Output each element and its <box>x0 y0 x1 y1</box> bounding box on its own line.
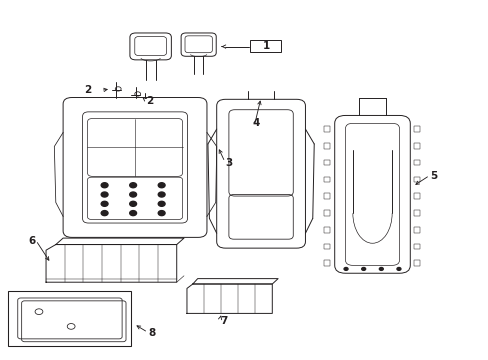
Circle shape <box>129 201 136 206</box>
Bar <box>324 160 329 166</box>
Bar <box>413 193 419 199</box>
Text: 5: 5 <box>429 171 436 181</box>
Text: 4: 4 <box>252 118 260 128</box>
Circle shape <box>158 183 165 188</box>
Bar <box>413 143 419 149</box>
Bar <box>324 227 329 233</box>
Bar <box>413 160 419 166</box>
Text: 2: 2 <box>146 96 153 106</box>
Text: 2: 2 <box>84 85 91 95</box>
Bar <box>324 143 329 149</box>
Text: 6: 6 <box>28 236 36 246</box>
Bar <box>324 176 329 182</box>
Bar <box>324 193 329 199</box>
Bar <box>324 210 329 216</box>
Text: 3: 3 <box>224 158 232 168</box>
Circle shape <box>101 192 108 197</box>
Bar <box>413 176 419 182</box>
Text: 1: 1 <box>262 41 269 50</box>
Bar <box>324 126 329 132</box>
Circle shape <box>158 192 165 197</box>
Bar <box>250 40 280 52</box>
Circle shape <box>344 267 347 270</box>
Bar <box>413 210 419 216</box>
Circle shape <box>158 201 165 206</box>
Circle shape <box>158 211 165 216</box>
Bar <box>8 291 131 346</box>
Bar <box>413 260 419 266</box>
Bar <box>413 126 419 132</box>
Circle shape <box>361 267 365 270</box>
Bar <box>324 260 329 266</box>
Circle shape <box>129 192 136 197</box>
Circle shape <box>379 267 383 270</box>
Circle shape <box>129 211 136 216</box>
Circle shape <box>101 183 108 188</box>
Circle shape <box>101 201 108 206</box>
Circle shape <box>129 183 136 188</box>
Text: 7: 7 <box>220 316 227 325</box>
Circle shape <box>396 267 400 270</box>
Bar <box>413 227 419 233</box>
Text: 8: 8 <box>148 328 155 338</box>
Circle shape <box>101 211 108 216</box>
Bar <box>413 244 419 249</box>
Bar <box>324 244 329 249</box>
